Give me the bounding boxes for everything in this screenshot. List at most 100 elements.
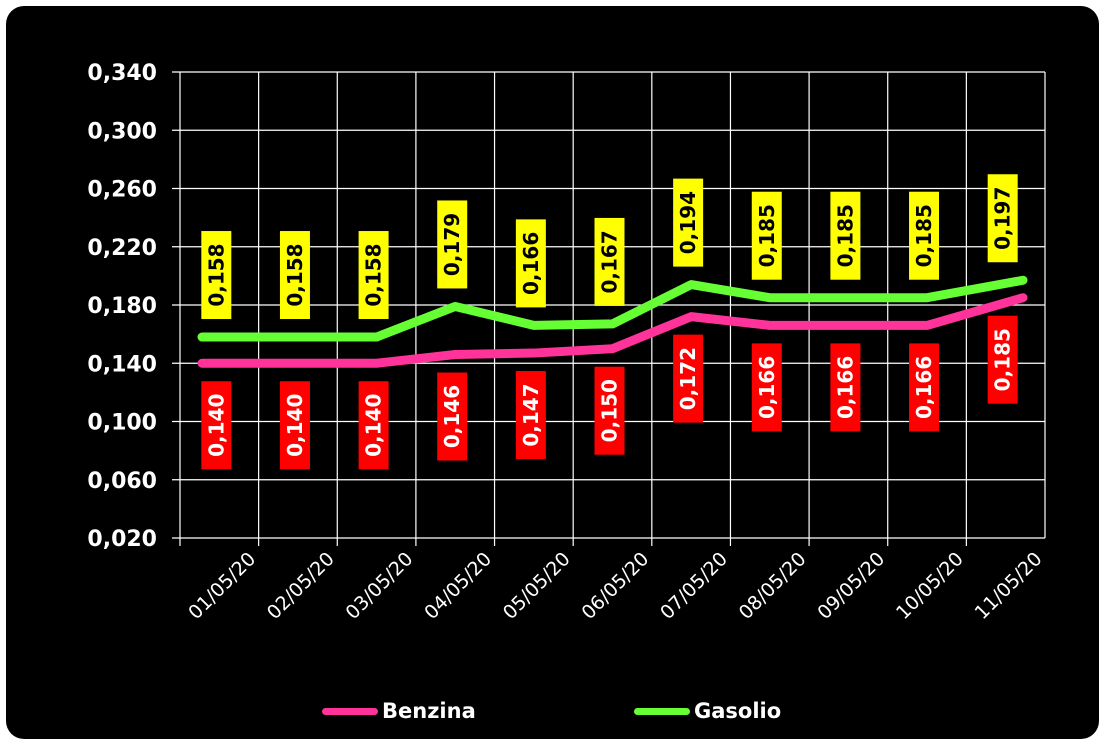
legend-label-gasolio: Gasolio [694,699,782,723]
data-label-text: 0,166 [912,356,936,419]
x-tick-label: 11/05/20 [971,548,1047,624]
data-label-text: 0,147 [519,383,543,446]
data-label-gasolio: 0,179 [437,200,468,289]
data-label-text: 0,158 [362,243,386,306]
data-label-box [279,231,310,320]
data-label-box [594,366,625,455]
x-tick-label: 07/05/20 [656,548,732,624]
data-label-benzina: 0,166 [751,343,782,432]
series-line-benzina [197,293,1028,368]
x-tick-label: 06/05/20 [577,548,653,624]
data-label-benzina: 0,140 [201,381,232,470]
data-label-text: 0,185 [991,328,1015,391]
data-label-box [987,315,1018,404]
data-label-gasolio: 0,167 [594,217,625,306]
data-label-box [201,381,232,470]
data-labels: 0,140 0,140 0,140 0,146 0,147 0,150 0,172 0,166… [201,174,1018,470]
data-label-gasolio: 0,194 [673,178,704,267]
data-label-text: 0,166 [833,356,857,419]
y-tick-label: 0,100 [87,411,157,436]
y-tick-label: 0,260 [87,178,157,203]
data-label-text: 0,172 [676,347,700,410]
data-label-text: 0,185 [833,204,857,267]
data-label-text: 0,167 [598,230,622,293]
data-label-benzina: 0,140 [279,381,310,470]
data-label-gasolio: 0,158 [358,231,389,320]
data-label-text: 0,194 [676,191,700,254]
legend-label-benzina: Benzina [382,699,476,723]
x-tick-label: 10/05/20 [892,548,968,624]
data-label-text: 0,197 [991,187,1015,250]
data-label-benzina: 0,140 [358,381,389,470]
data-label-text: 0,140 [283,394,307,457]
data-label-text: 0,166 [519,232,543,295]
y-tick-label: 0,020 [87,527,157,552]
series-lines [197,275,1028,368]
data-label-box [751,191,782,280]
data-label-text: 0,150 [598,379,622,442]
data-label-text: 0,140 [204,394,228,457]
y-tick-label: 0,340 [87,61,157,86]
y-tick-label: 0,300 [87,119,157,144]
data-label-gasolio: 0,185 [751,191,782,280]
legend-swatch-gasolio [634,707,690,715]
data-label-box [515,219,546,308]
data-label-box [909,343,940,432]
data-label-box [358,231,389,320]
data-label-text: 0,185 [912,204,936,267]
x-axis-ticks: 01/05/20 02/05/20 03/05/20 04/05/20 05/05/20… [184,548,1046,624]
data-label-benzina: 0,166 [909,343,940,432]
data-label-box [201,231,232,320]
data-label-gasolio: 0,185 [830,191,861,280]
series-line-gasolio [197,275,1028,342]
y-tick-label: 0,180 [87,294,157,319]
x-tick-label: 09/05/20 [813,548,889,624]
data-label-box [279,381,310,470]
data-label-box [437,200,468,289]
legend-item-gasolio: Gasolio [634,696,781,726]
x-tick-label: 03/05/20 [342,548,418,624]
data-label-box [437,372,468,461]
data-label-benzina: 0,147 [515,371,546,460]
x-tick-label: 08/05/20 [735,548,811,624]
data-label-benzina: 0,166 [830,343,861,432]
x-tick-label: 02/05/20 [263,548,339,624]
data-label-text: 0,179 [440,213,464,276]
data-label-box [751,343,782,432]
data-label-gasolio: 0,158 [201,231,232,320]
data-label-box [830,343,861,432]
x-tick-label: 01/05/20 [184,548,260,624]
data-label-gasolio: 0,185 [909,191,940,280]
data-label-gasolio: 0,166 [515,219,546,308]
data-label-text: 0,185 [755,204,779,267]
data-label-benzina: 0,185 [987,315,1018,404]
legend-item-benzina: Benzina [322,696,476,726]
data-label-box [909,191,940,280]
data-label-text: 0,146 [440,385,464,448]
data-label-benzina: 0,172 [673,334,704,423]
data-label-box [515,371,546,460]
x-tick-label: 04/05/20 [420,548,496,624]
data-label-box [358,381,389,470]
data-label-benzina: 0,150 [594,366,625,455]
legend-swatch-benzina [322,707,378,715]
data-label-text: 0,158 [204,243,228,306]
data-label-box [830,191,861,280]
y-axis-ticks: 0,020 0,060 0,100 0,140 0,180 0,220 0,260 0,300… [87,61,157,552]
y-tick-label: 0,140 [87,352,157,377]
data-label-text: 0,158 [283,243,307,306]
data-label-text: 0,140 [362,394,386,457]
data-label-box [594,217,625,306]
data-label-box [673,178,704,267]
x-tick-label: 05/05/20 [499,548,575,624]
grid-layer [172,71,1046,546]
data-label-box [673,334,704,423]
data-label-gasolio: 0,197 [987,174,1018,263]
y-tick-label: 0,220 [87,236,157,261]
legend: Benzina Gasolio [0,696,1107,726]
data-label-box [987,174,1018,263]
data-label-text: 0,166 [755,356,779,419]
y-tick-label: 0,060 [87,469,157,494]
data-label-benzina: 0,146 [437,372,468,461]
